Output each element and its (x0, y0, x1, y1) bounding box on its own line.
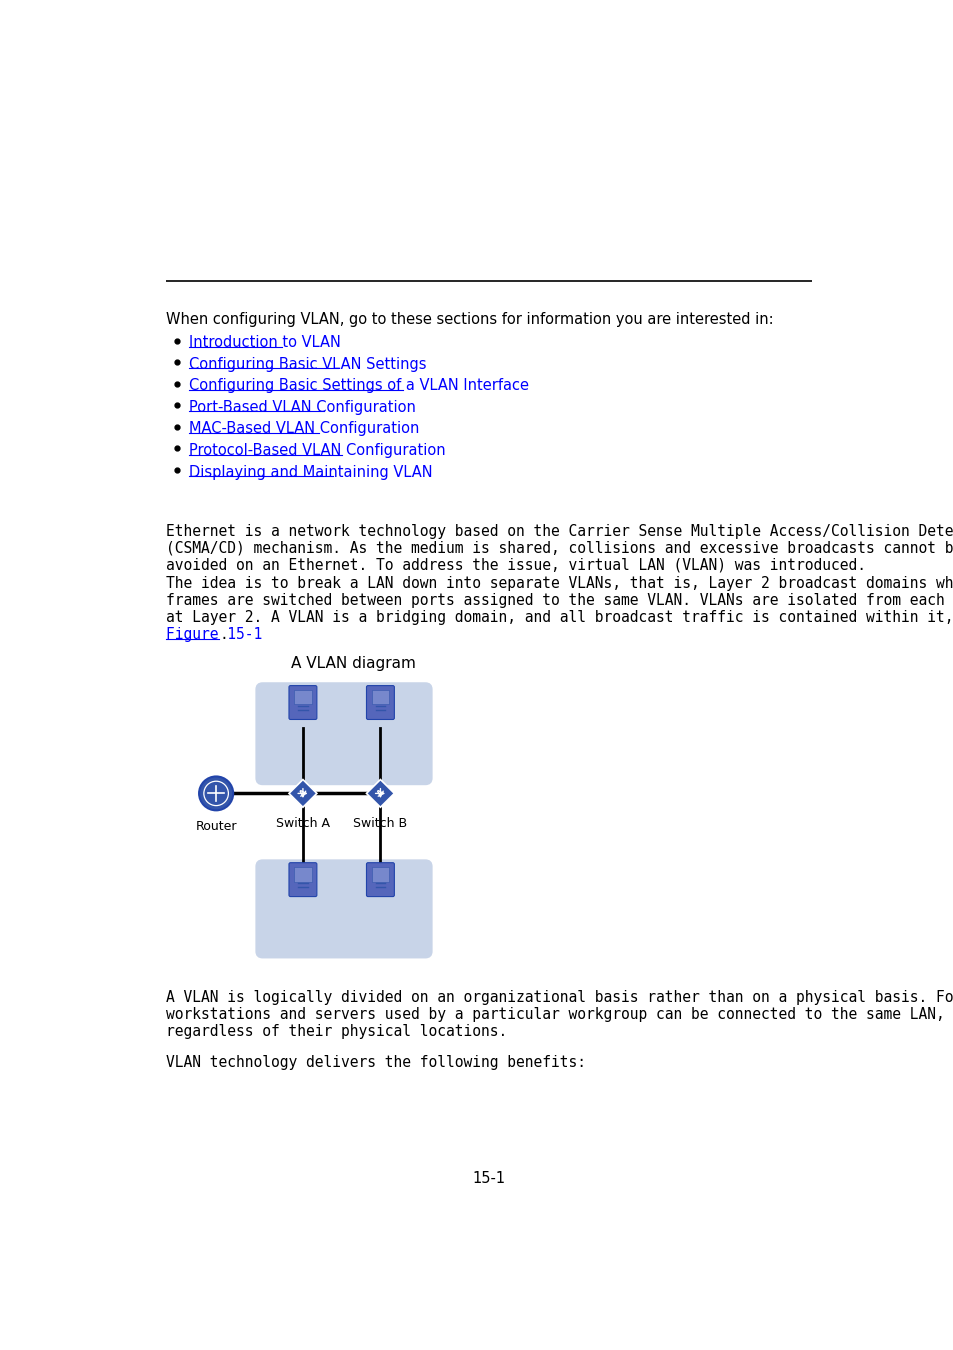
Polygon shape (366, 779, 394, 807)
Text: When configuring VLAN, go to these sections for information you are interested i: When configuring VLAN, go to these secti… (166, 312, 773, 327)
FancyBboxPatch shape (256, 860, 431, 957)
Text: at Layer 2. A VLAN is a bridging domain, and all broadcast traffic is contained : at Layer 2. A VLAN is a bridging domain,… (166, 610, 953, 625)
Text: MAC-Based VLAN Configuration: MAC-Based VLAN Configuration (189, 421, 419, 436)
Text: Configuring Basic Settings of a VLAN Interface: Configuring Basic Settings of a VLAN Int… (189, 378, 529, 393)
FancyBboxPatch shape (289, 863, 316, 896)
Text: workstations and servers used by a particular workgroup can be connected to the : workstations and servers used by a parti… (166, 1007, 943, 1022)
FancyBboxPatch shape (294, 690, 312, 705)
Text: regardless of their physical locations.: regardless of their physical locations. (166, 1023, 506, 1038)
Text: A VLAN is logically divided on an organizational basis rather than on a physical: A VLAN is logically divided on an organi… (166, 990, 953, 1004)
Text: (CSMA/CD) mechanism. As the medium is shared, collisions and excessive broadcast: (CSMA/CD) mechanism. As the medium is sh… (166, 541, 953, 556)
FancyBboxPatch shape (366, 863, 394, 896)
FancyBboxPatch shape (256, 683, 431, 784)
Text: A VLAN diagram: A VLAN diagram (291, 656, 416, 671)
Text: Configuring Basic VLAN Settings: Configuring Basic VLAN Settings (189, 356, 431, 371)
FancyBboxPatch shape (294, 867, 312, 882)
FancyBboxPatch shape (371, 690, 389, 705)
Polygon shape (289, 779, 316, 807)
Text: frames are switched between ports assigned to the same VLAN. VLANs are isolated : frames are switched between ports assign… (166, 593, 953, 609)
Text: Figure 15-1: Figure 15-1 (166, 628, 262, 643)
Text: Introduction to VLAN: Introduction to VLAN (189, 335, 340, 350)
Text: The idea is to break a LAN down into separate VLANs, that is, Layer 2 broadcast : The idea is to break a LAN down into sep… (166, 576, 953, 591)
FancyBboxPatch shape (289, 686, 316, 720)
Text: .: . (219, 628, 228, 643)
FancyBboxPatch shape (371, 867, 389, 882)
Text: Switch A: Switch A (275, 817, 330, 829)
Text: avoided on an Ethernet. To address the issue, virtual LAN (VLAN) was introduced.: avoided on an Ethernet. To address the i… (166, 558, 864, 572)
Text: VLAN technology delivers the following benefits:: VLAN technology delivers the following b… (166, 1056, 585, 1071)
Text: Switch B: Switch B (353, 817, 407, 829)
Circle shape (199, 776, 233, 810)
FancyBboxPatch shape (366, 686, 394, 720)
Text: 15-1: 15-1 (472, 1170, 505, 1185)
Text: Router: Router (195, 819, 236, 833)
Text: Ethernet is a network technology based on the Carrier Sense Multiple Access/Coll: Ethernet is a network technology based o… (166, 524, 953, 539)
Text: Protocol-Based VLAN Configuration: Protocol-Based VLAN Configuration (189, 443, 445, 458)
Text: Displaying and Maintaining VLAN: Displaying and Maintaining VLAN (189, 464, 432, 479)
Text: Port-Based VLAN Configuration: Port-Based VLAN Configuration (189, 400, 416, 414)
